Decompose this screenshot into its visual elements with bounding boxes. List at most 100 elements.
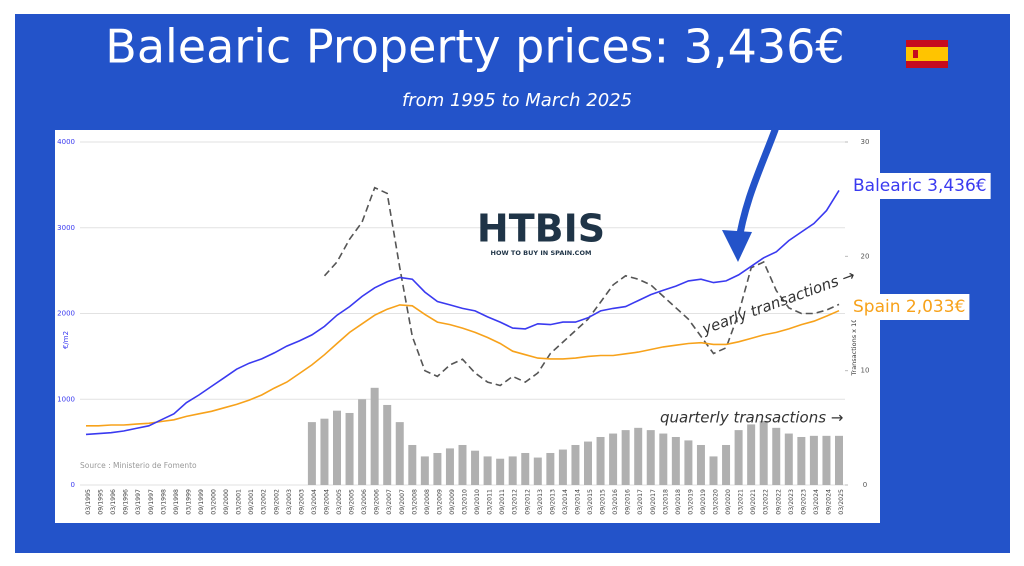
x-tick-label: 09/1996 bbox=[123, 489, 130, 515]
series-label: Spain 2,033€ bbox=[853, 297, 965, 317]
label-box bbox=[849, 294, 970, 320]
x-tick-label: 03/2008 bbox=[411, 489, 418, 515]
x-tick-label: 03/2004 bbox=[311, 489, 318, 515]
y2-tick-label: 30 bbox=[861, 138, 870, 146]
logo-text: HTBIS bbox=[477, 207, 605, 251]
bar bbox=[596, 436, 605, 485]
bar bbox=[533, 457, 542, 485]
bar bbox=[684, 440, 693, 485]
x-tick-label: 03/2012 bbox=[512, 489, 519, 515]
bar bbox=[333, 410, 341, 485]
bar bbox=[383, 404, 392, 485]
x-tick-label: 09/2000 bbox=[223, 489, 230, 515]
x-tick-label: 03/2024 bbox=[813, 489, 820, 515]
source-note: Source : Ministerio de Fomento bbox=[80, 461, 197, 470]
x-tick-label: 09/2013 bbox=[549, 489, 556, 515]
flag bbox=[906, 40, 948, 68]
x-tick-label: 03/1997 bbox=[135, 489, 142, 515]
bar bbox=[521, 452, 530, 485]
logo: HTBIS HOW TO BUY IN SPAIN.COM bbox=[477, 207, 605, 258]
bar bbox=[621, 430, 630, 485]
bar bbox=[784, 433, 793, 485]
bar bbox=[408, 444, 417, 485]
x-tick-label: 09/2015 bbox=[600, 489, 607, 515]
bar bbox=[358, 399, 367, 485]
x-tick-label: 09/2004 bbox=[323, 489, 330, 515]
x-tick-label: 09/2024 bbox=[825, 489, 832, 515]
bar bbox=[433, 452, 442, 485]
subtitle: from 1995 to March 2025 bbox=[402, 90, 632, 111]
pointer-arrow-head bbox=[722, 230, 752, 262]
x-tick-label: 03/2013 bbox=[537, 489, 544, 515]
x-tick-label: 09/2009 bbox=[449, 489, 456, 515]
x-tick-label: 09/2006 bbox=[374, 489, 381, 515]
x-tick-label: 03/1999 bbox=[185, 489, 192, 515]
x-tick-label: 03/2015 bbox=[587, 489, 594, 515]
bar bbox=[696, 444, 705, 485]
bar bbox=[609, 433, 618, 485]
x-tick-label: 03/2020 bbox=[713, 489, 720, 515]
pointer-arrow bbox=[734, 126, 779, 249]
x-tick-label: 03/2000 bbox=[211, 489, 218, 515]
x-tick-label: 09/2022 bbox=[775, 489, 782, 515]
line-series bbox=[86, 304, 840, 427]
x-tick-label: 09/2018 bbox=[675, 489, 682, 515]
x-tick-label: 03/2009 bbox=[436, 489, 443, 515]
bar bbox=[307, 422, 316, 485]
series-label: Balearic 3,436€ bbox=[853, 176, 987, 196]
bar bbox=[445, 448, 454, 485]
x-tick-label: 09/2001 bbox=[248, 489, 255, 515]
x-tick-label: 03/2001 bbox=[236, 489, 243, 515]
x-tick-label: 09/2014 bbox=[574, 489, 581, 515]
x-tick-label: 09/2016 bbox=[625, 489, 632, 515]
bar bbox=[496, 458, 505, 485]
x-tick-label: 03/1998 bbox=[160, 489, 167, 515]
x-tick-label: 09/2002 bbox=[273, 489, 280, 515]
y-tick-label: 4000 bbox=[57, 138, 75, 146]
x-tick-label: 09/1998 bbox=[173, 489, 180, 515]
bar bbox=[734, 430, 743, 485]
line-series bbox=[323, 186, 840, 387]
bar bbox=[320, 418, 329, 485]
x-tick-label: 03/2011 bbox=[487, 489, 494, 515]
bar bbox=[747, 424, 756, 485]
bar bbox=[797, 436, 806, 485]
bar bbox=[709, 456, 718, 485]
y-tick-label: 3000 bbox=[57, 224, 75, 232]
y-axis-label: €/m2 bbox=[62, 331, 70, 349]
y2-tick-label: 10 bbox=[861, 367, 870, 375]
bar bbox=[634, 427, 643, 485]
x-tick-label: 09/1999 bbox=[198, 489, 205, 515]
x-tick-label: 09/2005 bbox=[349, 489, 356, 515]
bar bbox=[345, 412, 354, 485]
y-tick-label: 2000 bbox=[57, 310, 75, 318]
bar bbox=[508, 456, 517, 485]
bar bbox=[558, 449, 567, 485]
x-tick-label: 09/2010 bbox=[474, 489, 481, 515]
x-tick-label: 09/2019 bbox=[700, 489, 707, 515]
x-tick-label: 03/2010 bbox=[462, 489, 469, 515]
y-tick-label: 0 bbox=[71, 481, 75, 489]
x-tick-label: 09/2003 bbox=[298, 489, 305, 515]
bar bbox=[483, 456, 492, 485]
bar bbox=[546, 452, 555, 485]
bar bbox=[659, 433, 668, 485]
x-tick-label: 03/1995 bbox=[85, 489, 92, 515]
x-tick-label: 03/2017 bbox=[637, 489, 644, 515]
series-label: quarterly transactions → bbox=[660, 409, 843, 427]
x-tick-label: 03/2025 bbox=[838, 489, 845, 515]
x-tick-label: 09/1995 bbox=[98, 489, 105, 515]
x-tick-label: 09/2012 bbox=[524, 489, 531, 515]
x-tick-label: 09/2023 bbox=[800, 489, 807, 515]
bar bbox=[772, 427, 781, 485]
x-tick-label: 03/2006 bbox=[361, 489, 368, 515]
line-series bbox=[85, 189, 840, 436]
bar bbox=[671, 436, 680, 485]
y2-axis-label: Transactions x 100 bbox=[850, 315, 858, 377]
bar bbox=[584, 441, 592, 485]
x-tick-label: 03/2016 bbox=[612, 489, 619, 515]
x-tick-label: 09/2007 bbox=[399, 489, 406, 515]
y2-tick-label: 0 bbox=[863, 481, 867, 489]
y-tick-label: 1000 bbox=[57, 395, 75, 403]
x-tick-label: 09/2011 bbox=[499, 489, 506, 515]
